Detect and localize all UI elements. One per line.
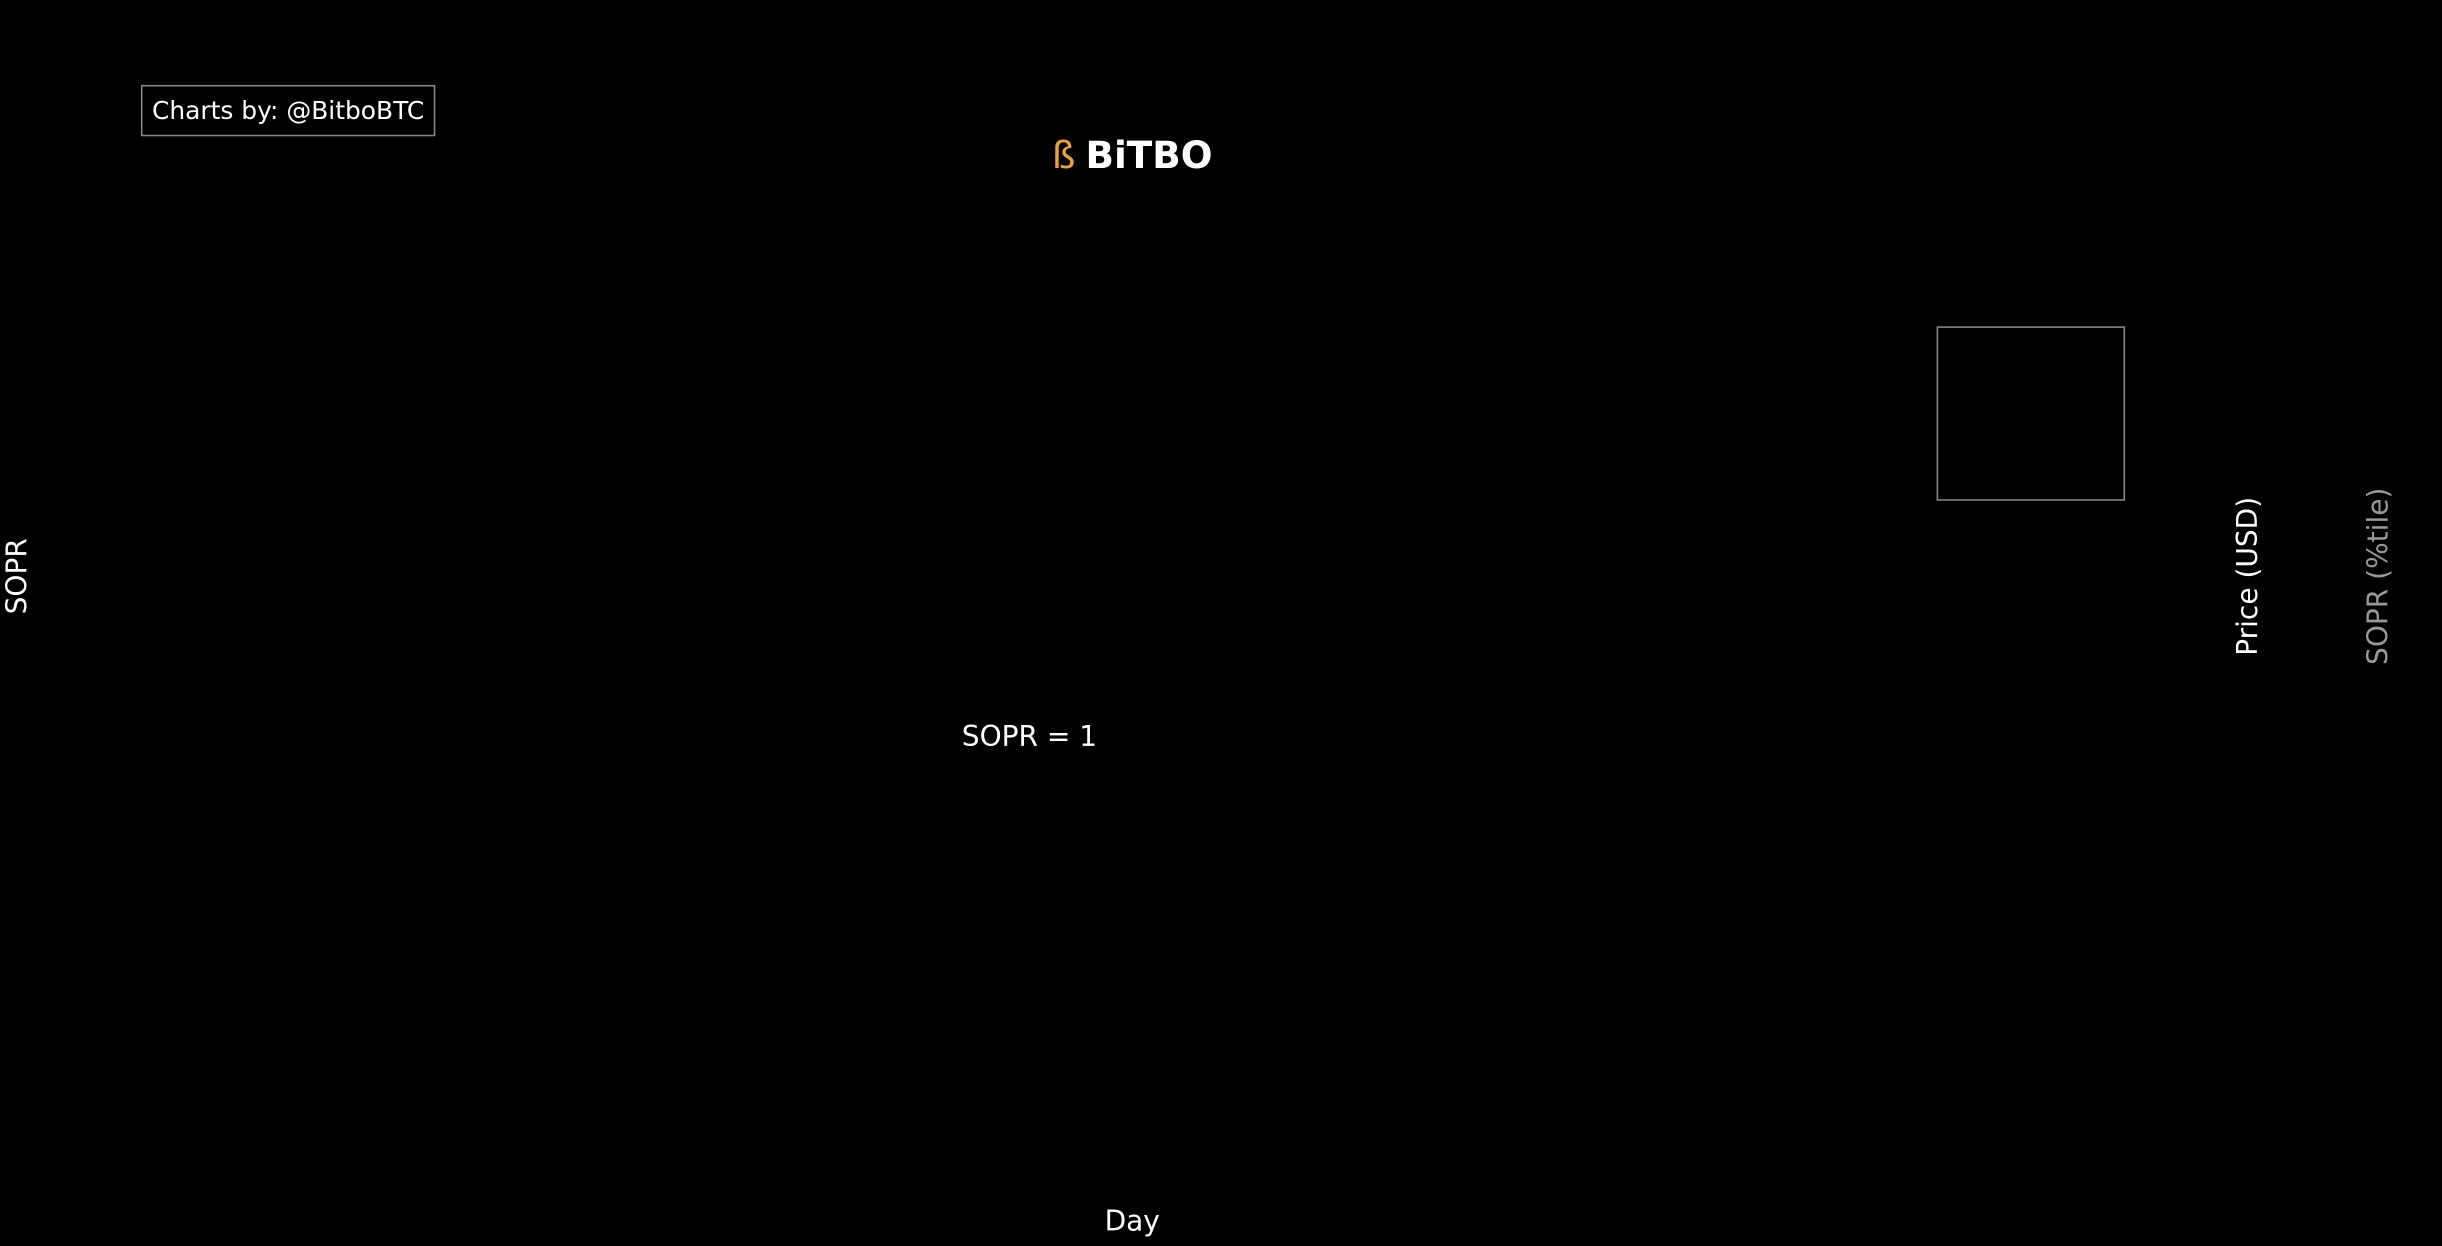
logo: BiTBO [1086,133,1213,177]
y2-axis-title: Price (USD) [2231,497,2264,656]
colorbar-title: SOPR (%tile) [2362,488,2395,665]
x-axis-title: Day [1105,1205,1160,1238]
annotation: SOPR = 1 [962,720,1097,753]
y-axis-title: SOPR [1,538,34,614]
logo-icon: ß [1052,133,1076,177]
watermark: Charts by: @BitboBTC [152,96,424,125]
legend [1936,326,2126,501]
watermark-box [140,84,436,137]
